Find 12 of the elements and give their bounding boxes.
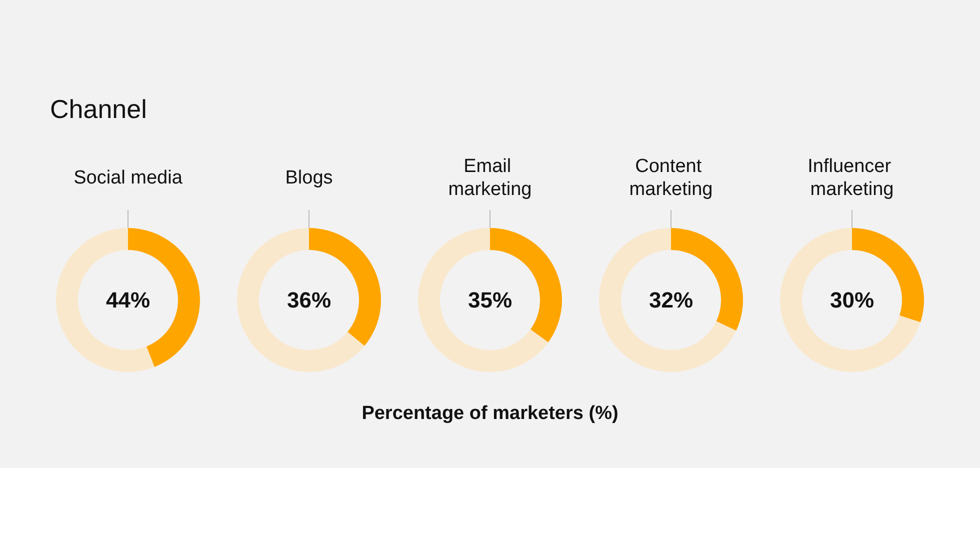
slice-label: Content marketing — [629, 156, 713, 200]
data-label: 36% — [286, 288, 332, 312]
slice-label: Email marketing — [448, 156, 532, 200]
slice-label: Influencer marketing — [808, 156, 896, 200]
chart-title: Channel — [50, 94, 147, 125]
data-label: 30% — [830, 288, 874, 312]
slice-label: Social media — [74, 168, 183, 188]
data-label: 32% — [648, 288, 694, 312]
text: Percentage of marketers (%) — [360, 403, 620, 425]
slice-label: Blogs — [285, 168, 333, 188]
data-label: 44% — [106, 288, 150, 312]
data-label: 35% — [468, 288, 512, 312]
